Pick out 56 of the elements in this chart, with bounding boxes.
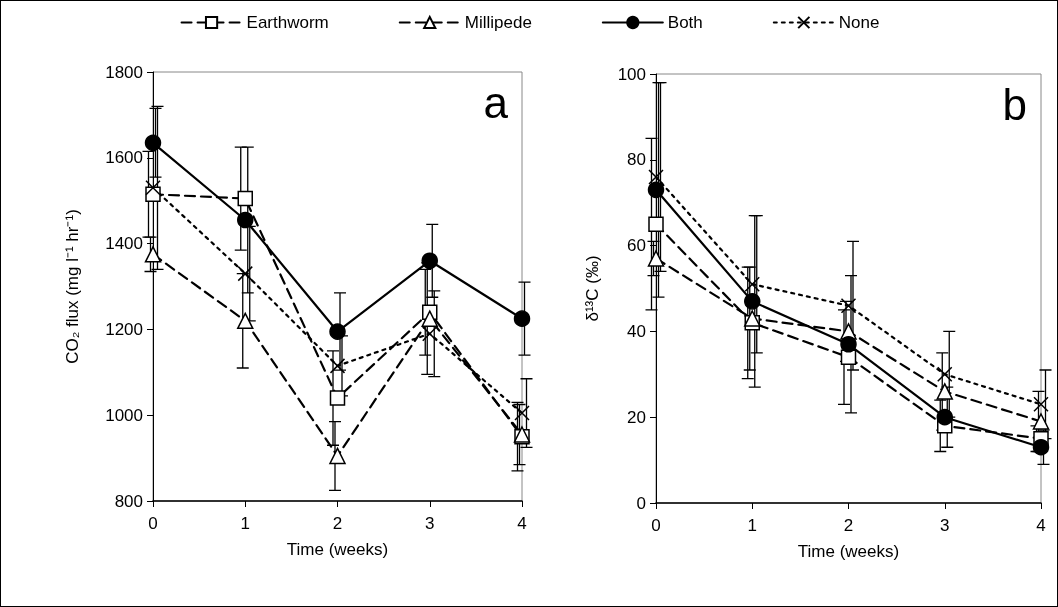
annotation: b [1002, 79, 1028, 129]
point [744, 293, 761, 310]
y-tick-label: 1000 [105, 405, 143, 425]
y-tick-label: 1600 [105, 148, 143, 168]
point [237, 190, 253, 207]
point [329, 447, 346, 465]
y-axis-title: CO₂ flux (mg l⁻¹ hr⁻¹) [63, 209, 82, 364]
point [329, 323, 346, 340]
y-tick-label: 40 [627, 321, 646, 341]
point [1032, 438, 1050, 456]
point [421, 252, 438, 270]
point [421, 310, 438, 327]
point [329, 358, 346, 374]
legend-label: Both [667, 13, 703, 32]
point [513, 310, 531, 327]
x-tick-label: 4 [517, 514, 527, 533]
y-tick-label: 80 [627, 150, 646, 170]
x-tick-label: 1 [240, 514, 250, 533]
x-tick-label: 2 [843, 516, 854, 535]
legend-label: Earthworm [246, 13, 329, 32]
x-tick-label: 1 [747, 516, 757, 535]
point [936, 408, 953, 426]
point [744, 276, 760, 292]
point [237, 211, 254, 229]
point [514, 405, 530, 421]
y-tick-label: 800 [114, 491, 143, 511]
x-tick-label: 3 [425, 514, 435, 533]
point [1032, 413, 1050, 430]
y-tick-label: 20 [627, 407, 646, 427]
point [422, 325, 438, 342]
point [237, 312, 254, 330]
y-tick-label: 1200 [105, 319, 143, 339]
point [840, 297, 857, 314]
x-axis-title: Time (weeks) [286, 540, 389, 559]
legend-label: None [838, 13, 880, 32]
x-tick-label: 3 [940, 516, 950, 535]
y-tick-label: 0 [636, 493, 646, 513]
point [840, 336, 857, 353]
point [237, 265, 253, 282]
x-tick-label: 2 [332, 514, 343, 533]
x-tick-label: 4 [1036, 516, 1046, 535]
x-tick-label: 0 [651, 516, 661, 535]
point [1033, 396, 1049, 413]
y-axis-title: δ¹³C (‰) [583, 255, 602, 322]
legend-label: Millipede [464, 13, 532, 32]
point [329, 390, 346, 406]
point [936, 383, 953, 400]
y-tick-label: 1800 [105, 62, 143, 82]
y-tick-label: 60 [627, 236, 646, 256]
y-tick-label: 1400 [105, 234, 143, 254]
point [937, 366, 953, 383]
point [744, 310, 761, 327]
x-tick-label: 0 [148, 514, 158, 533]
x-axis-title: Time (weeks) [797, 542, 900, 561]
annotation: a [483, 77, 509, 127]
y-tick-label: 100 [617, 64, 646, 84]
